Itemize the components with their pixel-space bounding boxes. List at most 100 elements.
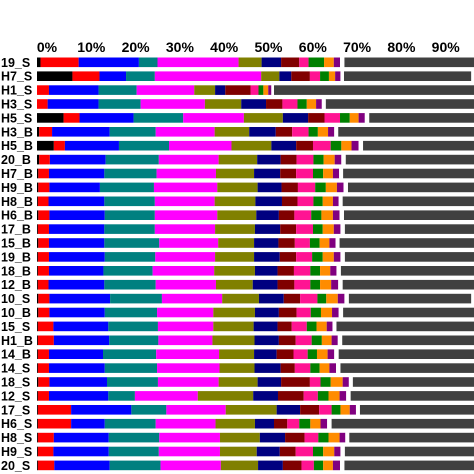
bar-segment — [37, 196, 49, 207]
bar-segment — [158, 446, 220, 457]
bar-segment — [333, 252, 341, 262]
bar-segment — [37, 432, 54, 443]
bar-segment — [37, 85, 49, 95]
bar-segment — [63, 113, 80, 123]
bar-segment — [299, 57, 309, 68]
bar-segment — [37, 99, 48, 109]
bar-segment — [243, 113, 283, 123]
bar-segment — [72, 71, 100, 81]
bar-segment — [344, 460, 474, 471]
bar-segment — [108, 446, 159, 457]
bar-segment — [332, 307, 339, 318]
bar-row — [37, 363, 474, 373]
bar-segment — [349, 113, 359, 123]
bar-segment — [297, 99, 307, 109]
bar-segment — [158, 335, 213, 346]
bar-segment — [293, 266, 311, 276]
bar-segment — [48, 363, 105, 373]
bar-segment — [327, 418, 332, 429]
bar-segment — [252, 279, 278, 290]
bar-row — [37, 154, 474, 165]
bar-segment — [53, 446, 109, 457]
bar-segment — [37, 238, 39, 248]
bar-segment — [159, 238, 219, 248]
bar-segment — [344, 224, 474, 234]
bar-segment — [329, 363, 337, 373]
bar-segment — [157, 57, 239, 68]
bar-segment — [271, 85, 275, 95]
bar-segment — [345, 154, 474, 165]
bar-segment — [308, 57, 325, 68]
bar-segment — [276, 349, 294, 359]
bar-segment — [339, 391, 347, 401]
bar-segment — [343, 168, 474, 179]
bar-segment — [312, 140, 331, 151]
bar-segment — [218, 377, 258, 387]
bar-segment — [338, 307, 344, 318]
bar-segment — [256, 446, 280, 457]
bar-segment — [37, 266, 49, 276]
bar-segment — [104, 224, 155, 234]
bar-segment — [330, 377, 343, 387]
category-label: 15_B — [1, 237, 31, 251]
bar-segment — [219, 349, 255, 359]
bar-row — [37, 238, 474, 248]
bar-segment — [331, 418, 474, 429]
bar-segment — [254, 363, 281, 373]
bar-segment — [254, 252, 280, 262]
bar-segment — [256, 210, 279, 220]
bar-segment — [37, 418, 72, 429]
bar-segment — [48, 349, 104, 359]
bar-segment — [301, 460, 314, 471]
bar-segment — [197, 391, 254, 401]
bar-row — [37, 210, 474, 220]
bar-segment — [369, 113, 474, 123]
category-label: 10_B — [1, 306, 31, 320]
category-label: H6_S — [1, 417, 32, 431]
bar-segment — [71, 405, 132, 415]
bar-segment — [296, 168, 313, 179]
category-label: H7_B — [1, 167, 33, 181]
bar-segment — [48, 252, 105, 262]
bar-segment — [281, 196, 298, 207]
x-tick-label: 50% — [254, 39, 283, 55]
bar-segment — [292, 127, 309, 137]
bar-segment — [157, 377, 219, 387]
bar-row — [37, 168, 474, 179]
bar-row — [37, 224, 474, 234]
bar-row — [37, 127, 474, 137]
bar-segment — [254, 168, 281, 179]
bar-segment — [183, 113, 244, 123]
bar-segment — [344, 446, 474, 457]
bar-segment — [156, 349, 220, 359]
bar-segment — [308, 127, 318, 137]
bar-segment — [343, 182, 348, 193]
bar-segment — [79, 113, 134, 123]
category-label: 14_S — [1, 362, 30, 376]
bar-segment — [336, 266, 341, 276]
bar-segment — [37, 154, 40, 165]
bar-segment — [278, 238, 295, 248]
bar-segment — [348, 293, 472, 304]
bar-segment — [204, 99, 242, 109]
bar-segment — [341, 154, 346, 165]
bar-segment — [310, 266, 321, 276]
bar-segment — [49, 182, 100, 193]
bar-row — [37, 57, 474, 68]
bar-segment — [336, 363, 341, 373]
category-label: H3_B — [1, 125, 33, 139]
bar-row — [37, 335, 474, 346]
bar-segment — [266, 99, 283, 109]
bar-segment — [351, 140, 359, 151]
bar-segment — [104, 307, 158, 318]
bar-segment — [331, 335, 338, 346]
bar-segment — [323, 460, 333, 471]
bar-segment — [345, 432, 350, 443]
bar-segment — [332, 460, 341, 471]
bar-segment — [323, 154, 335, 165]
category-label: 18_S — [1, 376, 30, 390]
bar-segment — [343, 71, 472, 81]
bar-segment — [215, 168, 255, 179]
bar-segment — [105, 154, 159, 165]
bar-segment — [278, 335, 296, 346]
